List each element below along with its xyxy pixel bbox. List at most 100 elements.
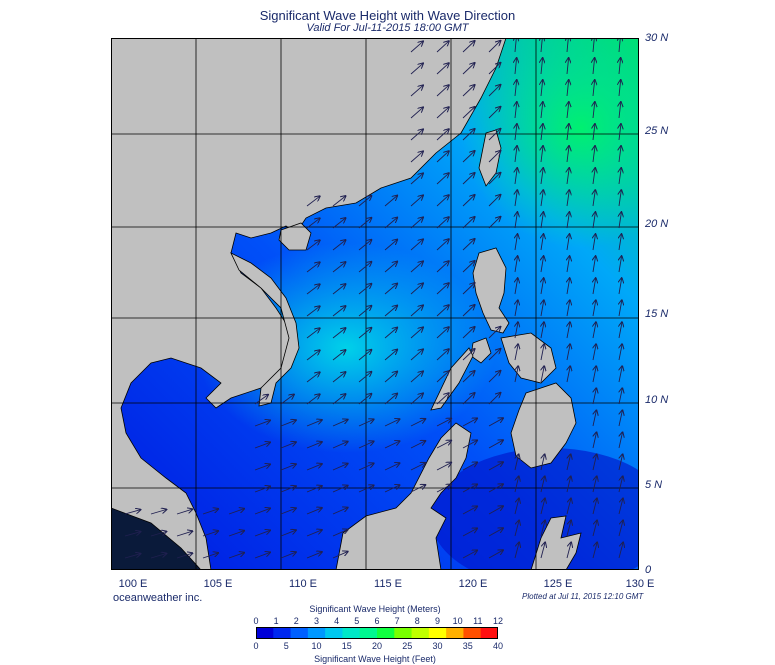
wave-arrow bbox=[358, 485, 374, 493]
wave-arrow bbox=[332, 552, 348, 559]
colorbar-swatch bbox=[359, 627, 378, 639]
wave-arrow bbox=[515, 80, 517, 97]
wave-arrow bbox=[436, 85, 449, 97]
colorbar-meters-tick: 1 bbox=[273, 616, 279, 626]
colorbar-feet-tick: 20 bbox=[371, 641, 382, 651]
wave-arrow bbox=[567, 190, 569, 207]
wave-arrow bbox=[332, 284, 346, 295]
wave-arrow bbox=[592, 476, 597, 493]
wave-arrow bbox=[332, 372, 346, 383]
wave-arrow bbox=[488, 506, 503, 515]
wave-arrow bbox=[462, 393, 475, 405]
wave-arrow bbox=[593, 366, 596, 383]
wave-arrow bbox=[332, 420, 348, 427]
lat-label-5n: 5 N bbox=[645, 479, 663, 491]
wave-arrow bbox=[436, 349, 449, 361]
wave-arrow bbox=[410, 195, 423, 207]
wave-arrow bbox=[306, 240, 320, 251]
wave-arrow bbox=[410, 305, 423, 317]
lat-lon-grid bbox=[111, 38, 639, 570]
wave-arrow bbox=[228, 531, 244, 537]
colorbar-meters-tick: 11 bbox=[473, 616, 483, 626]
wave-arrow bbox=[358, 419, 374, 427]
wave-arrow bbox=[306, 218, 320, 229]
wave-arrow bbox=[488, 63, 500, 75]
wave-arrow bbox=[436, 463, 451, 471]
wave-arrow bbox=[488, 484, 503, 493]
wave-arrow bbox=[567, 146, 569, 163]
colorbar-feet-tick: 25 bbox=[402, 641, 413, 651]
borneo-island bbox=[335, 422, 472, 570]
wave-arrow bbox=[514, 499, 519, 515]
wave-arrow bbox=[384, 463, 400, 471]
wave-arrow bbox=[567, 322, 570, 339]
wave-arrow bbox=[541, 168, 543, 185]
plotted-timestamp: Plotted at Jul 11, 2015 12:10 GMT bbox=[522, 592, 644, 601]
wave-arrow bbox=[515, 234, 518, 251]
wave-arrow bbox=[488, 462, 503, 471]
wave-arrow bbox=[488, 418, 503, 427]
wave-arrow bbox=[567, 58, 569, 75]
wave-arrow bbox=[358, 463, 374, 471]
wave-arrow bbox=[567, 278, 570, 295]
wave-arrow bbox=[619, 102, 621, 119]
wave-arrow bbox=[436, 305, 449, 317]
wave-arrow bbox=[410, 63, 423, 75]
wave-arrow bbox=[436, 393, 449, 405]
wave-arrow bbox=[436, 283, 449, 295]
wave-arrow bbox=[593, 168, 595, 185]
colorbar-meters-tick: 6 bbox=[374, 616, 380, 626]
wave-arrow bbox=[619, 344, 622, 361]
wave-arrow bbox=[619, 388, 622, 405]
wave-arrow bbox=[254, 395, 268, 405]
wave-arrow bbox=[202, 531, 218, 537]
wave-arrow bbox=[619, 212, 621, 229]
wave-arrow bbox=[436, 217, 449, 229]
colorbar-feet-tick: 40 bbox=[492, 641, 503, 651]
wave-arrow bbox=[332, 530, 348, 537]
wave-arrow bbox=[541, 80, 543, 97]
wave-arrow bbox=[462, 85, 475, 97]
wave-arrow bbox=[488, 440, 503, 449]
wave-arrow bbox=[540, 543, 545, 559]
wave-arrow bbox=[124, 554, 140, 559]
colorbar-feet-tick: 5 bbox=[283, 641, 289, 651]
wave-arrow bbox=[515, 344, 518, 361]
wave-arrow bbox=[150, 532, 166, 537]
wave-arrow bbox=[593, 256, 596, 273]
wave-arrow bbox=[462, 129, 475, 141]
wave-arrow bbox=[488, 349, 500, 361]
wave-arrow bbox=[280, 442, 296, 449]
wave-arrow bbox=[566, 476, 571, 493]
wave-arrow bbox=[280, 552, 296, 559]
wave-arrow bbox=[228, 553, 244, 559]
wave-arrow bbox=[384, 240, 397, 251]
wave-arrow bbox=[384, 328, 397, 339]
wave-arrow bbox=[462, 528, 477, 537]
wave-arrow bbox=[358, 372, 371, 383]
wave-arrow bbox=[358, 441, 374, 449]
colorbar-swatch bbox=[307, 627, 326, 639]
wave-arrow bbox=[280, 420, 296, 427]
wave-arrow bbox=[384, 306, 397, 317]
wave-arrow bbox=[593, 388, 596, 405]
wave-arrow bbox=[462, 283, 475, 295]
wave-arrow bbox=[593, 80, 595, 97]
wave-arrow bbox=[462, 484, 477, 493]
wave-arrow bbox=[488, 327, 500, 339]
wave-arrow bbox=[488, 393, 500, 405]
wave-arrow bbox=[541, 58, 543, 75]
colorbar-meters-tick: 3 bbox=[313, 616, 319, 626]
wave-arrow bbox=[567, 168, 569, 185]
colorbar-meters-tick: 2 bbox=[293, 616, 299, 626]
wave-arrow bbox=[462, 151, 475, 163]
wave-arrow bbox=[306, 306, 320, 317]
wave-arrow bbox=[541, 454, 545, 471]
wave-arrow bbox=[566, 543, 571, 559]
wave-arrow bbox=[410, 485, 425, 493]
wave-arrow bbox=[436, 419, 451, 427]
wave-arrow bbox=[462, 440, 477, 449]
wave-arrow bbox=[176, 509, 192, 515]
wave-arrow bbox=[515, 256, 518, 273]
wave-arrow bbox=[515, 146, 517, 163]
